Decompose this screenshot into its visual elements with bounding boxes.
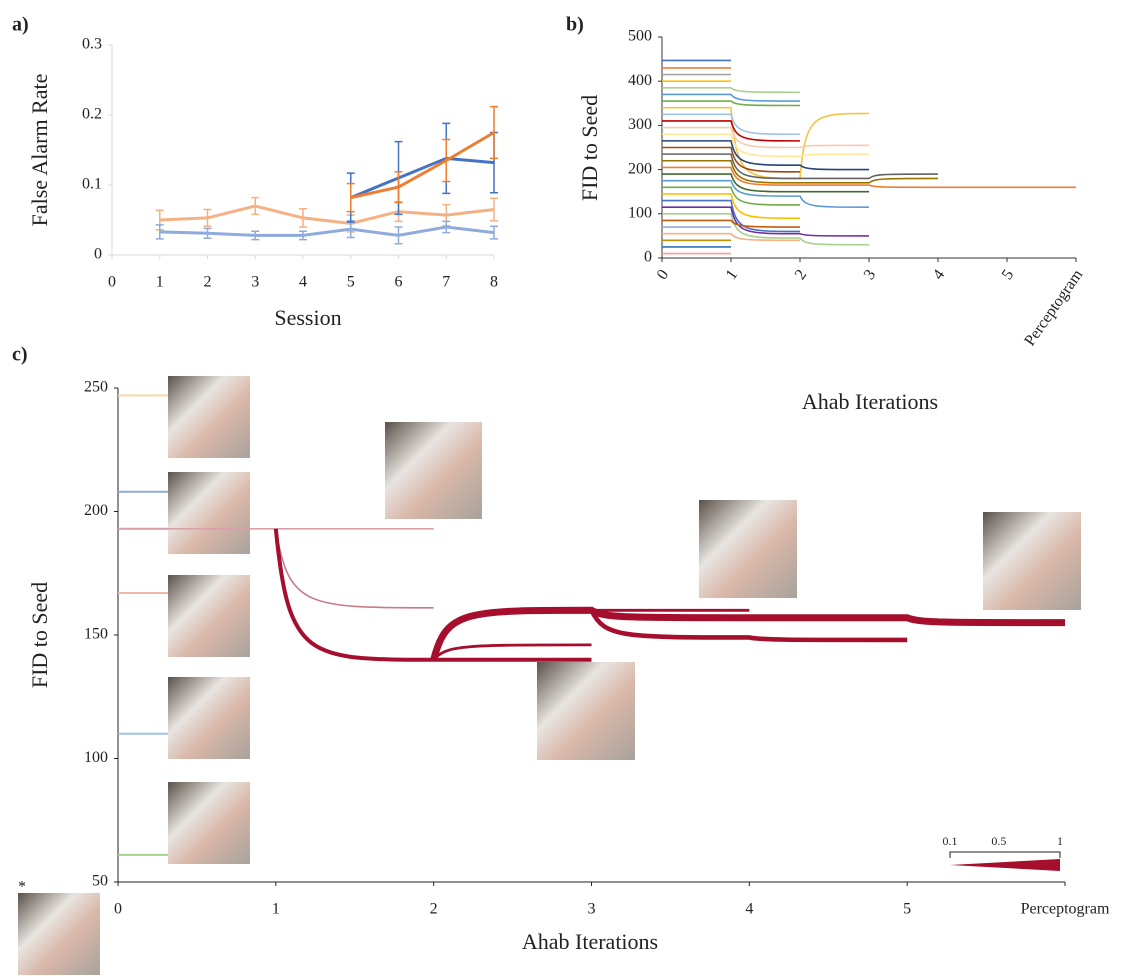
y-tick-label: 50 bbox=[92, 873, 108, 890]
width-legend-bracket bbox=[950, 852, 1060, 858]
series-line bbox=[662, 220, 800, 227]
figure: a) False Alarm Rate Session b) FID to Se… bbox=[0, 0, 1134, 976]
x-tick-label: 0 bbox=[114, 901, 122, 918]
y-tick-label: 100 bbox=[628, 204, 652, 221]
x-tick-label: 7 bbox=[442, 274, 450, 291]
x-tick-label: 4 bbox=[299, 274, 307, 291]
thumbnail bbox=[168, 376, 250, 458]
series-line bbox=[662, 94, 800, 101]
series-line bbox=[276, 529, 592, 660]
x-tick-label: 2 bbox=[204, 274, 212, 291]
series-line bbox=[434, 645, 592, 660]
y-tick-label: 400 bbox=[628, 72, 652, 89]
x-tick-label: 3 bbox=[251, 274, 259, 291]
x-tick-label: 0 bbox=[108, 274, 116, 291]
x-axis-title: Ahab Iterations bbox=[522, 929, 658, 954]
panel-label: a) bbox=[12, 14, 29, 36]
series-line bbox=[434, 610, 1065, 659]
width-legend-wedge bbox=[950, 859, 1060, 871]
x-tick-label: 5 bbox=[903, 901, 911, 918]
y-tick-label: 150 bbox=[84, 626, 108, 643]
x-tick-label: 1 bbox=[156, 274, 164, 291]
y-axis-title: False Alarm Rate bbox=[27, 74, 52, 227]
y-tick-label: 100 bbox=[84, 749, 108, 766]
x-tick-label: 1 bbox=[272, 901, 280, 918]
series-line bbox=[662, 114, 800, 134]
y-tick-label: 0 bbox=[94, 246, 102, 263]
x-tick-label: 2 bbox=[792, 267, 811, 283]
thumbnail bbox=[537, 662, 635, 760]
series-line bbox=[662, 128, 869, 148]
x-axis-title: Ahab Iterations bbox=[802, 389, 938, 414]
y-tick-label: 300 bbox=[628, 116, 652, 133]
y-tick-label: 500 bbox=[628, 28, 652, 45]
thumbnail bbox=[168, 472, 250, 554]
y-tick-label: 200 bbox=[84, 502, 108, 519]
y-tick-label: 250 bbox=[84, 379, 108, 396]
x-tick-label: 6 bbox=[395, 274, 403, 291]
x-axis-title: Session bbox=[274, 305, 341, 330]
y-tick-label: 0.2 bbox=[82, 106, 102, 123]
x-tick-label: 1 bbox=[723, 267, 742, 283]
x-tick-label: 0 bbox=[654, 267, 673, 283]
width-legend-label: 0.5 bbox=[991, 834, 1006, 848]
series-line bbox=[662, 88, 800, 92]
thumbnail bbox=[168, 677, 250, 759]
x-tick-label: 4 bbox=[930, 267, 949, 283]
y-tick-label: 0 bbox=[644, 249, 652, 266]
width-legend-label: 1 bbox=[1057, 834, 1063, 848]
x-tick-label: 5 bbox=[347, 274, 355, 291]
thumbnail bbox=[168, 782, 250, 864]
x-tick-label: 4 bbox=[745, 901, 753, 918]
series-line bbox=[662, 121, 800, 141]
x-tick-label: 5 bbox=[999, 267, 1018, 283]
thumbnails bbox=[18, 376, 1081, 975]
y-tick-label: 0.3 bbox=[82, 36, 102, 53]
x-tick-label: Perceptogram bbox=[1021, 266, 1086, 349]
thumbnail bbox=[983, 512, 1081, 610]
x-tick-label: 8 bbox=[490, 274, 498, 291]
y-tick-label: 200 bbox=[628, 160, 652, 177]
x-tick-label: 3 bbox=[588, 901, 596, 918]
x-tick-label: 2 bbox=[430, 901, 438, 918]
thumbnail bbox=[168, 575, 250, 657]
thumbnail bbox=[699, 500, 797, 598]
width-legend-label: 0.1 bbox=[943, 834, 958, 848]
panel-label: b) bbox=[566, 14, 584, 36]
thumbnail bbox=[385, 422, 482, 519]
y-tick-label: 0.1 bbox=[82, 176, 102, 193]
series-line bbox=[276, 529, 434, 608]
y-axis-title: FID to Seed bbox=[27, 582, 52, 688]
x-tick-label: 3 bbox=[861, 267, 880, 283]
thumbnail bbox=[18, 893, 100, 975]
x-tick-label: Perceptogram bbox=[1021, 901, 1110, 918]
series-line bbox=[662, 234, 800, 241]
y-axis-title: FID to Seed bbox=[577, 95, 602, 201]
panel-label: c) bbox=[12, 344, 28, 366]
